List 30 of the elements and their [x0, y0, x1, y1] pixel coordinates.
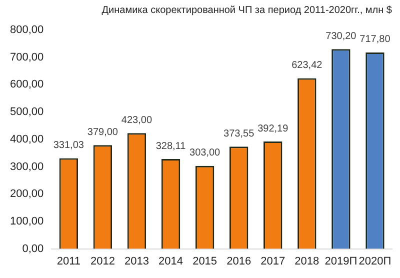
x-tick-label: 2011: [56, 255, 80, 268]
y-tick-label: 100,00: [10, 215, 44, 228]
y-tick-label: 600,00: [10, 78, 44, 91]
data-label: 331,03: [53, 140, 84, 152]
y-tick-label: 700,00: [10, 51, 44, 64]
y-tick-label: 800,00: [10, 24, 44, 36]
data-label: 730,20: [326, 30, 357, 42]
x-tick-label: 2019П: [324, 255, 358, 268]
data-label: 373,55: [224, 128, 255, 140]
y-tick-label: 300,00: [10, 160, 44, 173]
x-tick-label: 2012: [90, 255, 115, 268]
data-label: 392,19: [258, 123, 289, 134]
y-tick-label: 200,00: [10, 188, 44, 200]
data-label: 423,00: [121, 114, 152, 126]
data-label: 623,42: [292, 60, 323, 72]
x-tick-label: 2014: [158, 255, 184, 268]
data-label: 328,11: [156, 140, 186, 152]
y-tick-label: 400,00: [10, 133, 44, 146]
x-tick-label: 2018: [294, 255, 320, 268]
x-tick-label: 2013: [124, 255, 149, 268]
y-tick-label: 500,00: [10, 106, 44, 118]
x-tick-label: 2016: [226, 255, 252, 268]
data-label: 717,80: [360, 34, 391, 46]
x-tick-label: 2017: [260, 255, 286, 268]
x-tick-label: 2020П: [358, 255, 392, 268]
x-tick-label: 2015: [192, 255, 218, 268]
chart-title: Динамика скоректированной ЧП за период 2011-2020гг., млн $: [102, 4, 392, 16]
data-label: 379,00: [87, 126, 118, 138]
y-tick-label: 0,00: [22, 242, 44, 255]
data-label: 303,00: [190, 148, 221, 159]
